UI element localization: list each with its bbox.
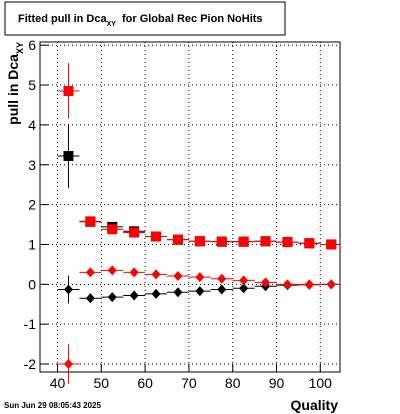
marker-diamond bbox=[195, 272, 205, 283]
y-tick-label: 2 bbox=[28, 197, 36, 213]
marker-diamond bbox=[239, 283, 249, 294]
x-tick-label: 50 bbox=[94, 375, 110, 391]
marker-diamond bbox=[173, 270, 183, 281]
marker-square bbox=[172, 234, 183, 245]
marker-square bbox=[282, 237, 293, 248]
marker-square bbox=[63, 150, 74, 161]
marker-square bbox=[304, 238, 315, 249]
marker-diamond bbox=[129, 290, 139, 301]
y-axis-title: pull in DcaXY bbox=[5, 42, 25, 125]
marker-square bbox=[238, 236, 249, 247]
x-axis-title: Quality bbox=[291, 397, 339, 413]
marker-square bbox=[85, 216, 96, 227]
marker-square bbox=[216, 236, 227, 247]
y-tick-label: -1 bbox=[24, 316, 37, 332]
title-main: Fitted pull in Dca bbox=[18, 13, 107, 25]
y-tick-label: -2 bbox=[24, 356, 37, 372]
marker-square bbox=[151, 231, 162, 242]
marker-diamond bbox=[107, 265, 117, 276]
marker-diamond bbox=[151, 269, 161, 280]
marker-diamond bbox=[326, 279, 336, 290]
y-label-main: pull in Dca bbox=[5, 54, 21, 125]
marker-square bbox=[107, 224, 118, 235]
marker-diamond bbox=[195, 286, 205, 297]
marker-diamond bbox=[63, 284, 73, 295]
marker-diamond bbox=[282, 279, 292, 290]
x-tick-label: 100 bbox=[309, 375, 333, 391]
marker-square bbox=[194, 236, 205, 247]
y-tick-label: 3 bbox=[28, 157, 36, 173]
y-tick-label: 4 bbox=[28, 117, 36, 133]
marker-diamond bbox=[63, 359, 73, 370]
y-tick-label: 1 bbox=[28, 236, 36, 252]
x-tick-label: 60 bbox=[137, 375, 153, 391]
x-tick-label: 70 bbox=[181, 375, 197, 391]
plot-frame bbox=[39, 41, 341, 373]
marker-diamond bbox=[304, 279, 314, 290]
marker-square bbox=[129, 227, 140, 238]
x-tick-label: 40 bbox=[50, 375, 66, 391]
marker-square bbox=[260, 236, 271, 247]
y-label-subscript: XY bbox=[15, 42, 25, 54]
marker-diamond bbox=[85, 267, 95, 278]
y-tick-label: 5 bbox=[28, 77, 36, 93]
marker-diamond bbox=[217, 273, 227, 284]
marker-diamond bbox=[261, 277, 271, 288]
marker-diamond bbox=[173, 287, 183, 298]
y-tick-label: 0 bbox=[28, 276, 36, 292]
marker-diamond bbox=[239, 275, 249, 286]
marker-square bbox=[63, 86, 74, 97]
title-box bbox=[4, 1, 286, 36]
marker-diamond bbox=[85, 293, 95, 304]
title-subscript: XY bbox=[107, 21, 117, 28]
x-tick-label: 90 bbox=[269, 375, 285, 391]
x-tick-label: 80 bbox=[225, 375, 241, 391]
chart-title: Fitted pull in DcaXY for Global Rec Pion … bbox=[18, 13, 263, 28]
y-tick-label: 6 bbox=[28, 37, 36, 53]
title-suffix: for Global Rec Pion NoHits bbox=[122, 13, 263, 25]
timestamp: Sun Jun 29 08:05:43 2025 bbox=[4, 401, 101, 410]
marker-diamond bbox=[107, 292, 117, 303]
marker-square bbox=[326, 239, 337, 250]
marker-diamond bbox=[129, 267, 139, 278]
marker-diamond bbox=[217, 284, 227, 295]
marker-diamond bbox=[151, 288, 161, 299]
